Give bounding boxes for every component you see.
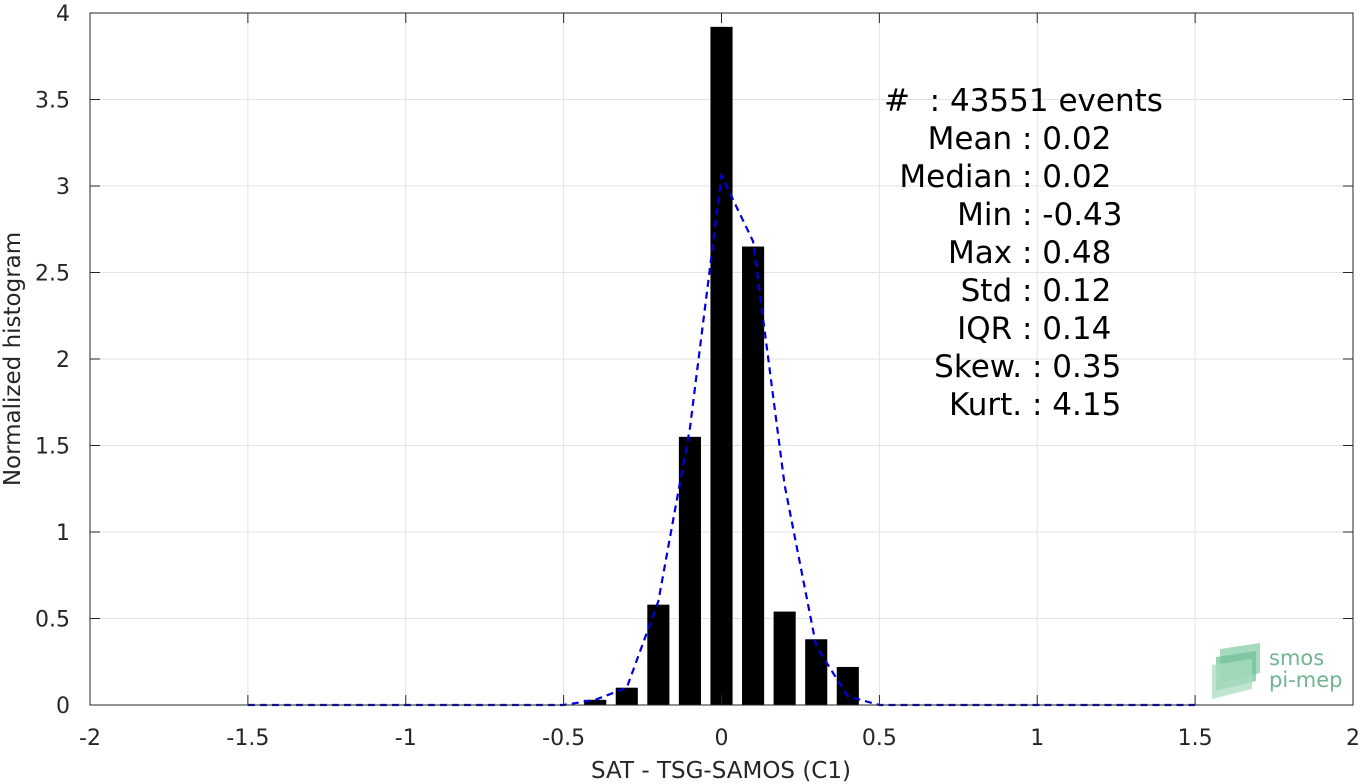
stat-row: Median : 0.02 <box>860 158 1180 196</box>
stat-count-row: # : 43551 events <box>860 82 1180 120</box>
stat-value: : 0.48 <box>1022 235 1112 271</box>
ticks: -2 -1.5 -1 -0.5 0 0.5 1 1.5 2 0 0.5 1 1.5 2 2.5 3 3.5 4 <box>35 2 1360 751</box>
x-tick-label: -1 <box>395 726 417 751</box>
histogram-bar <box>773 611 796 705</box>
fit-curve-line <box>247 171 1196 707</box>
stat-row: Mean : 0.02 <box>860 120 1180 158</box>
histogram-bar <box>742 246 765 706</box>
stat-value: : 0.14 <box>1022 311 1112 347</box>
x-tick-label: 1.5 <box>1178 726 1213 751</box>
y-tick-label: 4 <box>56 2 70 27</box>
logo-text-smos: smos <box>1269 646 1325 670</box>
stat-row: Skew. : 0.35 <box>860 348 1180 386</box>
logo-wave-icon <box>1212 643 1260 699</box>
histogram-bar <box>836 666 859 705</box>
statistics-box: # : 43551 events Mean : 0.02 Median : 0.0… <box>860 82 1180 424</box>
y-tick-label: 3 <box>56 175 70 200</box>
y-tick-label: 0.5 <box>35 608 70 633</box>
y-tick-label: 1.5 <box>35 435 70 460</box>
x-tick-label: -0.5 <box>542 726 585 751</box>
histogram-bar <box>805 639 828 705</box>
x-tick-label: 1 <box>1030 726 1044 751</box>
stat-value: : 0.12 <box>1022 273 1112 309</box>
stat-count: # : 43551 events <box>884 83 1163 119</box>
stat-key: Std <box>960 273 1022 309</box>
stat-key: IQR <box>957 311 1022 347</box>
histogram-bar <box>647 604 670 705</box>
stat-key: Mean <box>927 121 1022 157</box>
logo-text-pi-mep: pi-mep <box>1269 668 1343 692</box>
histogram-bar <box>678 436 701 705</box>
stat-value: : 0.02 <box>1022 159 1112 195</box>
x-tick-label: 2 <box>1346 726 1360 751</box>
histogram-bar <box>584 699 607 705</box>
y-tick-label: 1 <box>56 521 70 546</box>
x-tick-label: 0 <box>715 726 729 751</box>
stat-value: : 0.35 <box>1032 349 1122 385</box>
x-tick-label: 0.5 <box>862 726 897 751</box>
stat-value: : -0.43 <box>1022 197 1123 233</box>
histogram-bar <box>710 26 733 705</box>
stat-row: Max : 0.48 <box>860 234 1180 272</box>
x-tick-label: -2 <box>79 726 101 751</box>
y-tick-label: 3.5 <box>35 89 70 114</box>
stat-key: Min <box>957 197 1022 233</box>
histogram-bar <box>615 687 638 705</box>
y-tick-label: 2.5 <box>35 262 70 287</box>
y-axis-label: Normalized histogram <box>0 232 26 486</box>
stat-key: Kurt. <box>948 387 1032 423</box>
stat-key: Median <box>899 159 1022 195</box>
stat-row: IQR : 0.14 <box>860 310 1180 348</box>
y-tick-label: 2 <box>56 348 70 373</box>
stat-value: : 0.02 <box>1022 121 1112 157</box>
stat-row: Min : -0.43 <box>860 196 1180 234</box>
stat-key: Max <box>948 235 1022 271</box>
smos-pi-mep-logo: smos pi-mep <box>1212 643 1352 699</box>
stat-value: : 4.15 <box>1032 387 1122 423</box>
stat-row: Kurt. : 4.15 <box>860 386 1180 424</box>
stat-key: Skew. <box>934 349 1032 385</box>
stat-row: Std : 0.12 <box>860 272 1180 310</box>
fit-curve <box>247 171 1196 707</box>
bars <box>584 26 859 706</box>
x-axis-label: SAT - TSG-SAMOS (C1) <box>591 758 851 784</box>
x-tick-label: -1.5 <box>226 726 269 751</box>
y-tick-label: 0 <box>56 694 70 719</box>
